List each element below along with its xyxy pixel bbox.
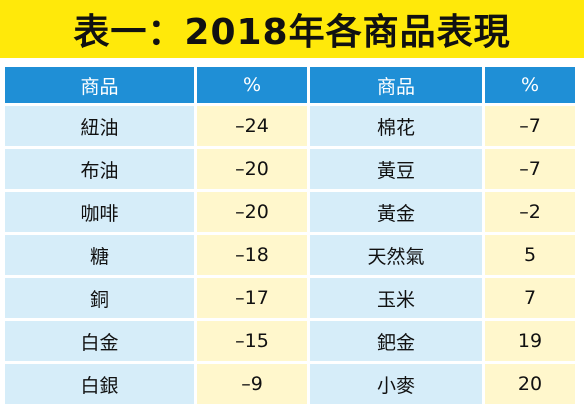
commodity-name: 黃金 [310,192,482,232]
commodity-name: 糖 [5,235,194,275]
commodity-name: 紐油 [5,106,194,146]
commodity-percent: –17 [197,278,307,318]
commodity-table: 商品 % 商品 % 紐油 –24 棉花 –7 布油 –20 黃豆 –7 咖啡 –… [2,64,578,407]
commodity-name: 天然氣 [310,235,482,275]
commodity-name: 布油 [5,149,194,189]
header-commodity-left: 商品 [5,67,194,103]
commodity-percent: –15 [197,321,307,361]
commodity-name: 銅 [5,278,194,318]
header-percent-left: % [197,67,307,103]
commodity-name: 鈀金 [310,321,482,361]
commodity-percent: –18 [197,235,307,275]
commodity-percent: –2 [485,192,575,232]
commodity-name: 玉米 [310,278,482,318]
table-row: 白銀 –9 小麥 20 [5,364,575,404]
table-row: 銅 –17 玉米 7 [5,278,575,318]
commodity-name: 白金 [5,321,194,361]
commodity-percent: –7 [485,149,575,189]
commodity-percent: 5 [485,235,575,275]
table-row: 糖 –18 天然氣 5 [5,235,575,275]
commodity-percent: 7 [485,278,575,318]
commodity-percent: 19 [485,321,575,361]
commodity-percent: –24 [197,106,307,146]
table-row: 紐油 –24 棉花 –7 [5,106,575,146]
commodity-name: 棉花 [310,106,482,146]
header-percent-right: % [485,67,575,103]
commodity-name: 小麥 [310,364,482,404]
header-row: 商品 % 商品 % [5,67,575,103]
commodity-percent: –7 [485,106,575,146]
commodity-percent: –9 [197,364,307,404]
commodity-name: 咖啡 [5,192,194,232]
title-banner: 表一：2018年各商品表現 [0,0,584,58]
commodity-percent: –20 [197,192,307,232]
header-commodity-right: 商品 [310,67,482,103]
commodity-name: 白銀 [5,364,194,404]
table-title: 表一：2018年各商品表現 [73,12,511,53]
commodity-percent: 20 [485,364,575,404]
table-row: 白金 –15 鈀金 19 [5,321,575,361]
table-row: 咖啡 –20 黃金 –2 [5,192,575,232]
commodity-name: 黃豆 [310,149,482,189]
commodity-percent: –20 [197,149,307,189]
table-row: 布油 –20 黃豆 –7 [5,149,575,189]
